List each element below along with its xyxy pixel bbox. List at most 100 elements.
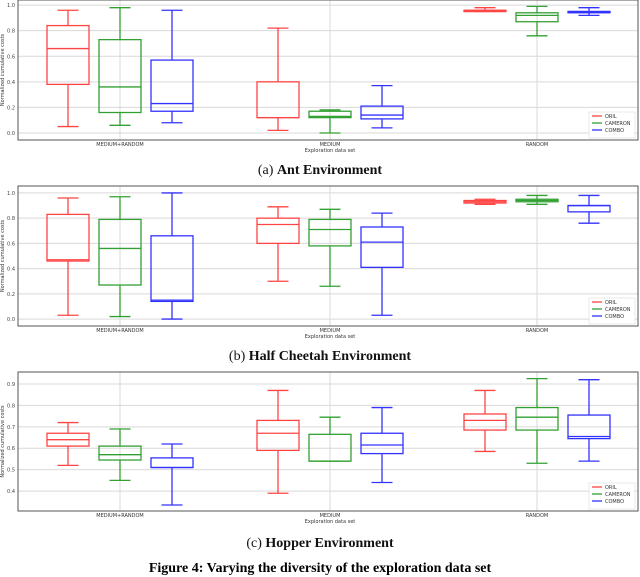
x-axis-label: Exploration data set	[305, 148, 356, 154]
box-iqr	[98, 445, 142, 461]
box-iqr	[98, 38, 142, 114]
y-tick-label: 0.6	[7, 54, 15, 60]
box-iqr	[308, 218, 352, 247]
box-cameron	[308, 109, 352, 134]
box-combo	[150, 9, 194, 124]
boxplot-panel-1: 0.0 0.2 0.4 0.6 0.8 1.0 MEDIUM+RANDOM MEDIUM RAN…	[0, 0, 639, 154]
box-oril	[46, 9, 90, 128]
box-iqr	[150, 457, 194, 469]
box-iqr	[360, 432, 404, 455]
box-iqr	[98, 218, 142, 286]
y-tick-label: 0.8	[7, 29, 15, 35]
plot-frame	[17, 0, 639, 141]
x-axis-label: Exploration data set	[305, 334, 356, 340]
caption-a: (a) Ant Environment	[257, 163, 383, 178]
box-combo	[567, 7, 611, 16]
x-tick-label: MEDIUM	[320, 142, 341, 148]
box-cameron	[515, 377, 559, 464]
y-tick-label: 0.2	[7, 292, 15, 298]
box-cameron	[308, 208, 352, 287]
box-oril	[463, 389, 507, 453]
y-tick-label: 0.4	[7, 489, 15, 495]
x-axis-label: Exploration data set	[305, 519, 356, 525]
x-tick-label: MEDIUM	[320, 513, 341, 519]
box-cameron	[308, 416, 352, 462]
box-iqr	[256, 217, 300, 245]
box-combo	[567, 194, 611, 224]
legend-label: ORIL	[605, 485, 617, 491]
box-iqr	[515, 406, 559, 431]
box-iqr	[46, 213, 90, 262]
box-iqr	[46, 24, 90, 86]
box-cameron	[98, 196, 142, 318]
box-iqr	[256, 419, 300, 452]
box-oril	[46, 197, 90, 316]
y-axis-label: Normalized cumulative costs	[0, 405, 6, 478]
legend-label: CAMERON	[605, 307, 631, 313]
box-iqr	[150, 59, 194, 112]
legend-label: COMBO	[605, 499, 624, 505]
caption-c: (c) Hopper Environment	[246, 536, 394, 551]
plot-frame	[17, 185, 639, 327]
x-tick-label: MEDIUM+RANDOM	[96, 142, 144, 148]
box-iqr	[308, 110, 352, 119]
box-combo	[360, 406, 404, 484]
box-iqr	[567, 414, 611, 440]
box-iqr	[515, 12, 559, 23]
y-tick-label: 1.0	[7, 3, 15, 9]
y-axis-label: Normalized cumulative costs	[0, 33, 6, 106]
box-cameron	[98, 7, 142, 126]
y-tick-label: 0.7	[7, 425, 15, 431]
y-tick-label: 0.8	[7, 216, 15, 222]
figure-caption: Figure 4: Varying the diversity of the e…	[148, 561, 492, 576]
box-iqr	[360, 105, 404, 120]
box-combo	[150, 443, 194, 506]
box-oril	[256, 389, 300, 494]
box-iqr	[150, 235, 194, 303]
box-iqr	[463, 413, 507, 431]
y-tick-label: 1.0	[7, 191, 15, 197]
x-tick-label: MEDIUM+RANDOM	[96, 513, 144, 519]
box-iqr	[567, 204, 611, 213]
box-combo	[360, 212, 404, 316]
box-iqr	[256, 81, 300, 119]
y-tick-label: 0.0	[7, 131, 15, 137]
y-tick-label: 0.8	[7, 403, 15, 409]
box-oril	[256, 206, 300, 282]
x-tick-label: MEDIUM	[320, 328, 341, 334]
box-combo	[567, 379, 611, 462]
x-tick-label: MEDIUM+RANDOM	[96, 328, 144, 334]
boxplot-panel-2: 0.0 0.2 0.4 0.6 0.8 1.0 MEDIUM+RANDOM MEDIUM RAN…	[0, 185, 639, 340]
legend-label: COMBO	[605, 128, 624, 134]
legend-label: CAMERON	[605, 492, 631, 498]
legend-label: ORIL	[605, 114, 617, 120]
x-tick-label: RANDOM	[526, 328, 549, 334]
caption-b: (b) Half Cheetah Environment	[228, 349, 412, 364]
plot-frame	[17, 371, 639, 512]
x-tick-label: RANDOM	[526, 142, 549, 148]
box-oril	[463, 198, 507, 205]
y-tick-label: 0.5	[7, 468, 15, 474]
box-iqr	[360, 226, 404, 269]
y-tick-label: 0.6	[7, 241, 15, 247]
y-tick-label: 0.4	[7, 80, 15, 86]
legend-label: COMBO	[605, 314, 624, 320]
box-oril	[256, 27, 300, 132]
box-cameron	[98, 428, 142, 482]
box-oril	[463, 7, 507, 13]
legend-label: CAMERON	[605, 121, 631, 127]
boxplot-panel-3: 0.4 0.5 0.6 0.7 0.8 0.9 MEDIUM+RANDOM MEDIUM RAN…	[0, 371, 639, 525]
box-oril	[46, 421, 90, 467]
x-tick-label: RANDOM	[526, 513, 549, 519]
y-tick-label: 0.2	[7, 105, 15, 111]
box-combo	[360, 85, 404, 129]
y-tick-label: 0.0	[7, 317, 15, 323]
y-tick-label: 0.6	[7, 446, 15, 452]
box-cameron	[515, 5, 559, 37]
box-cameron	[515, 194, 559, 205]
y-tick-label: 0.9	[7, 382, 15, 388]
legend-label: ORIL	[605, 300, 617, 306]
y-tick-label: 0.4	[7, 267, 15, 273]
y-axis-label: Normalized cumulative costs	[0, 219, 6, 292]
